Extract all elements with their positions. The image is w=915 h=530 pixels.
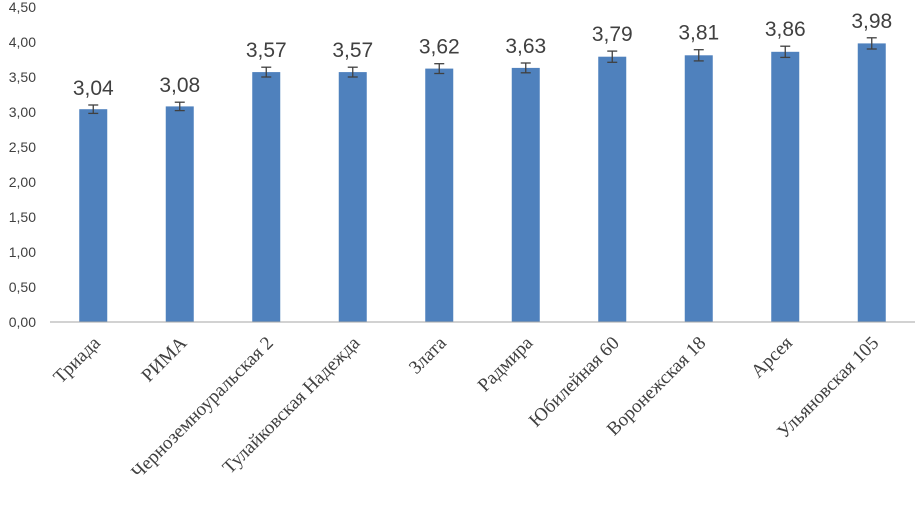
y-tick-label: 0,50 — [9, 279, 36, 295]
bar — [598, 56, 627, 322]
error-bar — [174, 101, 185, 112]
bar — [252, 72, 281, 322]
y-axis: 0,00 0,50 1,00 1,50 2,00 2,50 3,00 3,50 4,00 4,50 — [9, 0, 36, 330]
error-bar — [88, 104, 99, 115]
y-tick-label: 0,00 — [9, 314, 36, 330]
bar — [857, 43, 886, 323]
y-tick-label: 4,00 — [9, 34, 36, 50]
bar — [511, 67, 540, 323]
error-bar — [520, 62, 531, 74]
data-label: 3,57 — [246, 39, 287, 62]
bar — [338, 72, 367, 322]
error-bar — [347, 66, 358, 78]
data-label: 3,57 — [332, 39, 373, 62]
data-label: 3,86 — [765, 18, 806, 41]
error-bar — [693, 49, 704, 62]
bar — [165, 106, 194, 323]
error-bar — [780, 45, 791, 59]
bar — [771, 51, 800, 323]
y-tick-label: 2,00 — [9, 174, 36, 190]
error-bar — [607, 50, 618, 63]
y-tick-label: 1,00 — [9, 244, 36, 260]
bar — [684, 55, 713, 323]
data-label: 3,04 — [73, 77, 114, 100]
x-tick-label: Арсея — [747, 333, 797, 383]
bar — [425, 68, 454, 322]
y-tick-label: 3,50 — [9, 69, 36, 85]
error-bar — [434, 63, 445, 75]
x-tick-label: Злата — [405, 332, 451, 378]
y-tick-label: 3,00 — [9, 104, 36, 120]
x-tick-label: Юбилейная 60 — [525, 333, 624, 432]
bar — [79, 109, 108, 322]
data-label: 3,79 — [592, 23, 633, 46]
data-label: 3,98 — [851, 10, 892, 33]
bars: 3,04 3,08 3,57 3,57 3,62 3,63 3,79 3,81 3,86 3,98 — [73, 10, 892, 323]
x-tick-label: Черноземноуральская 2 — [128, 333, 278, 483]
data-label: 3,81 — [678, 22, 719, 45]
data-label: 3,62 — [419, 36, 460, 59]
data-label: 3,63 — [505, 35, 546, 58]
x-tick-label: Радмира — [474, 332, 538, 396]
y-tick-label: 1,50 — [9, 209, 36, 225]
error-bar — [261, 66, 272, 78]
y-tick-label: 4,50 — [9, 0, 36, 15]
y-tick-label: 2,50 — [9, 139, 36, 155]
x-tick-label: РИМА — [138, 332, 192, 386]
error-bar — [866, 37, 877, 50]
x-tick-label: Триада — [50, 332, 106, 388]
data-label: 3,08 — [159, 74, 200, 97]
